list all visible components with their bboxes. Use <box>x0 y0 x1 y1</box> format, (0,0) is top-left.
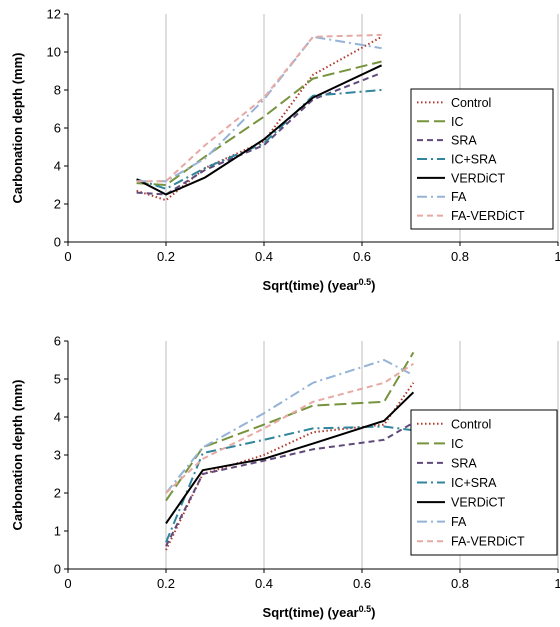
legend-label: VERDiCT <box>451 171 506 185</box>
legend-box <box>410 409 558 556</box>
y-tick-label: 6 <box>54 121 61 136</box>
legend-label: IC+SRA <box>451 153 497 167</box>
series-line-ic <box>136 60 382 186</box>
y-tick-label: 10 <box>47 45 61 60</box>
y-tick-label: 2 <box>54 197 61 212</box>
x-tick-label: 0.4 <box>255 249 273 264</box>
y-tick-label: 5 <box>54 372 61 387</box>
x-tick-label: 0 <box>64 249 71 264</box>
legend-label: SRA <box>451 134 477 148</box>
y-tick-label: 3 <box>54 448 61 463</box>
x-tick-label: 0.4 <box>255 576 273 591</box>
x-tick-label: 0.8 <box>451 576 469 591</box>
series-line-control <box>136 35 383 202</box>
series-line-sra <box>136 71 382 196</box>
legend-box <box>410 88 554 230</box>
x-tick-label: 0.8 <box>451 249 469 264</box>
x-tick-label: 0.6 <box>353 249 371 264</box>
legend-label: VERDiCT <box>451 496 506 510</box>
y-tick-label: 12 <box>47 7 61 22</box>
x-tick-label: 1 <box>554 249 560 264</box>
y-tick-label: 0 <box>54 562 61 577</box>
x-tick-label: 0.2 <box>157 576 175 591</box>
series-line-fa <box>136 35 382 183</box>
x-tick-label: 0 <box>64 576 71 591</box>
chart-1: 0 2 4 6 8 10 12 0 0.2 0.4 0.6 0.8 1 Carbonation depth… <box>10 7 560 294</box>
y-tick-label: 1 <box>54 524 61 539</box>
legend: Control IC SRA IC+SRA VERDiCT FA FA-VERDiCT <box>410 409 558 556</box>
x-axis-label: Sqrt(time) (year0.5) <box>263 604 376 620</box>
y-tick-label: 4 <box>54 410 61 425</box>
x-tick-label: 1 <box>554 576 560 591</box>
legend-label: FA-VERDiCT <box>451 209 525 223</box>
legend-label: Control <box>451 417 491 431</box>
x-axis-label: Sqrt(time) (year0.5) <box>263 277 376 293</box>
legend: Control IC SRA IC+SRA VERDiCT FA FA-VERDiCT <box>410 88 554 230</box>
legend-label: Control <box>451 96 491 110</box>
legend-label: IC <box>451 115 464 129</box>
x-tick-label: 0.6 <box>353 576 371 591</box>
series-line-fa <box>165 359 414 494</box>
y-tick-label: 6 <box>54 334 61 349</box>
series-line-ic-sra <box>165 425 414 543</box>
legend-label: FA <box>451 515 467 529</box>
legend-label: IC+SRA <box>451 476 497 490</box>
series-line-sra <box>165 421 414 547</box>
y-axis-label: Carbonation depth (mm) <box>10 380 25 531</box>
y-axis-label: Carbonation depth (mm) <box>10 53 25 204</box>
series-line-control <box>165 382 415 551</box>
series-line-ic-sra <box>136 89 382 190</box>
y-tick-label: 4 <box>54 159 61 174</box>
y-tick-label: 8 <box>54 83 61 98</box>
chart-2: 0 1 2 3 4 5 6 0 0.2 0.4 0.6 0.8 1 Carbonation depth (… <box>10 334 560 621</box>
legend-label: FA-VERDiCT <box>451 535 525 549</box>
y-tick-label: 0 <box>54 235 61 250</box>
series-line-ic <box>165 351 415 502</box>
series-line-verdict <box>136 64 383 196</box>
x-tick-label: 0.2 <box>157 249 175 264</box>
series-line-fa-verdict <box>136 33 382 183</box>
y-tick-label: 2 <box>54 486 61 501</box>
legend-label: FA <box>451 190 467 204</box>
legend-label: IC <box>451 437 464 451</box>
series-line-verdict <box>165 391 415 524</box>
legend-label: SRA <box>451 456 477 470</box>
series-line-fa-verdict <box>165 362 414 494</box>
